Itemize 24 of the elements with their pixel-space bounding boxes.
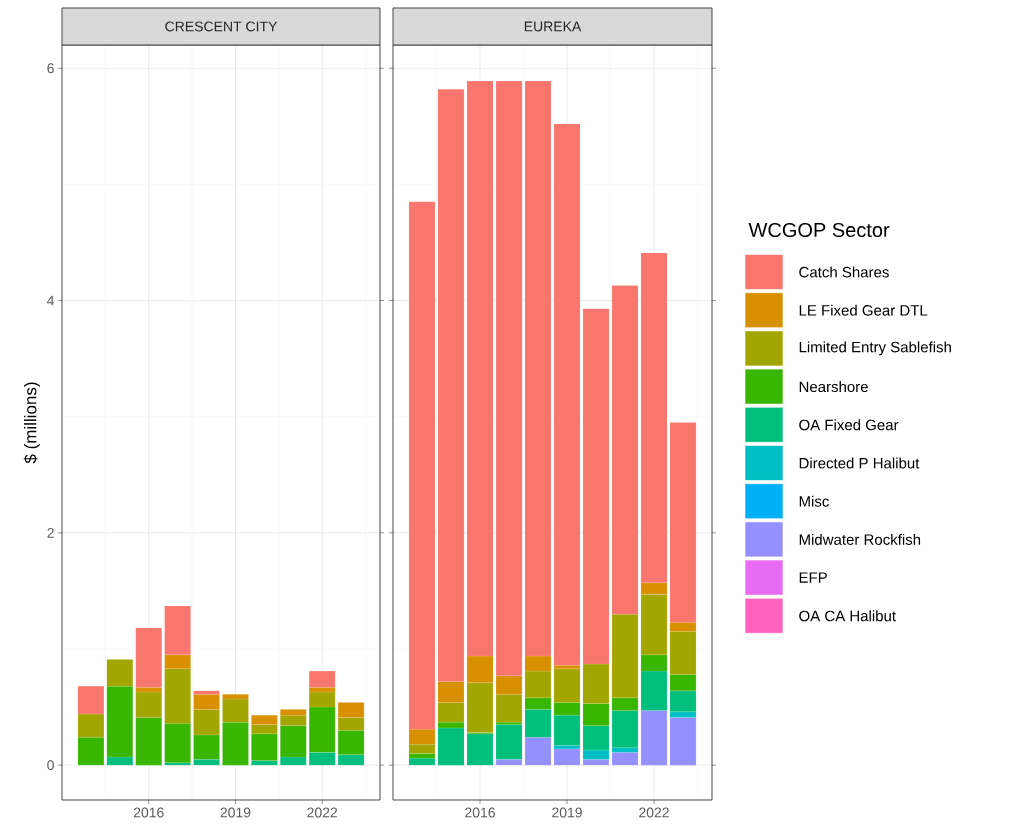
x-tick-label: 2019 [552,807,582,818]
x-tick-label: 2022 [307,807,338,818]
x-tick-label: 2016 [133,807,164,818]
legend-label: Misc [799,495,829,507]
legend-label: Directed P Halibut [799,457,920,469]
legend-label: Nearshore [799,381,868,393]
legend-label: OA CA Halibut [799,610,896,622]
legend-label: Midwater Rockfish [799,533,921,545]
legend-label: Catch Shares [799,266,889,278]
legend-title: WCGOP Sector [748,222,890,238]
x-tick-label: 2022 [639,807,669,818]
chart-title: EUREKA [524,21,582,32]
x-tick-label: 2019 [220,807,251,818]
legend-label: EFP [799,572,827,583]
x-tick-label: 2016 [465,807,495,818]
chart-title: CRESCENT CITY [165,21,278,32]
legend-label: OA Fixed Gear [799,419,899,431]
legend-label: LE Fixed Gear DTL [799,304,928,316]
legend-label: Limited Entry Sablefish [799,341,951,356]
y-axis-title: $ (millions) [23,382,40,464]
y-tick-label: 2 [47,527,54,538]
y-tick-label: 0 [47,760,54,771]
y-tick-label: 6 [47,63,54,74]
y-tick-label: 4 [47,295,55,306]
